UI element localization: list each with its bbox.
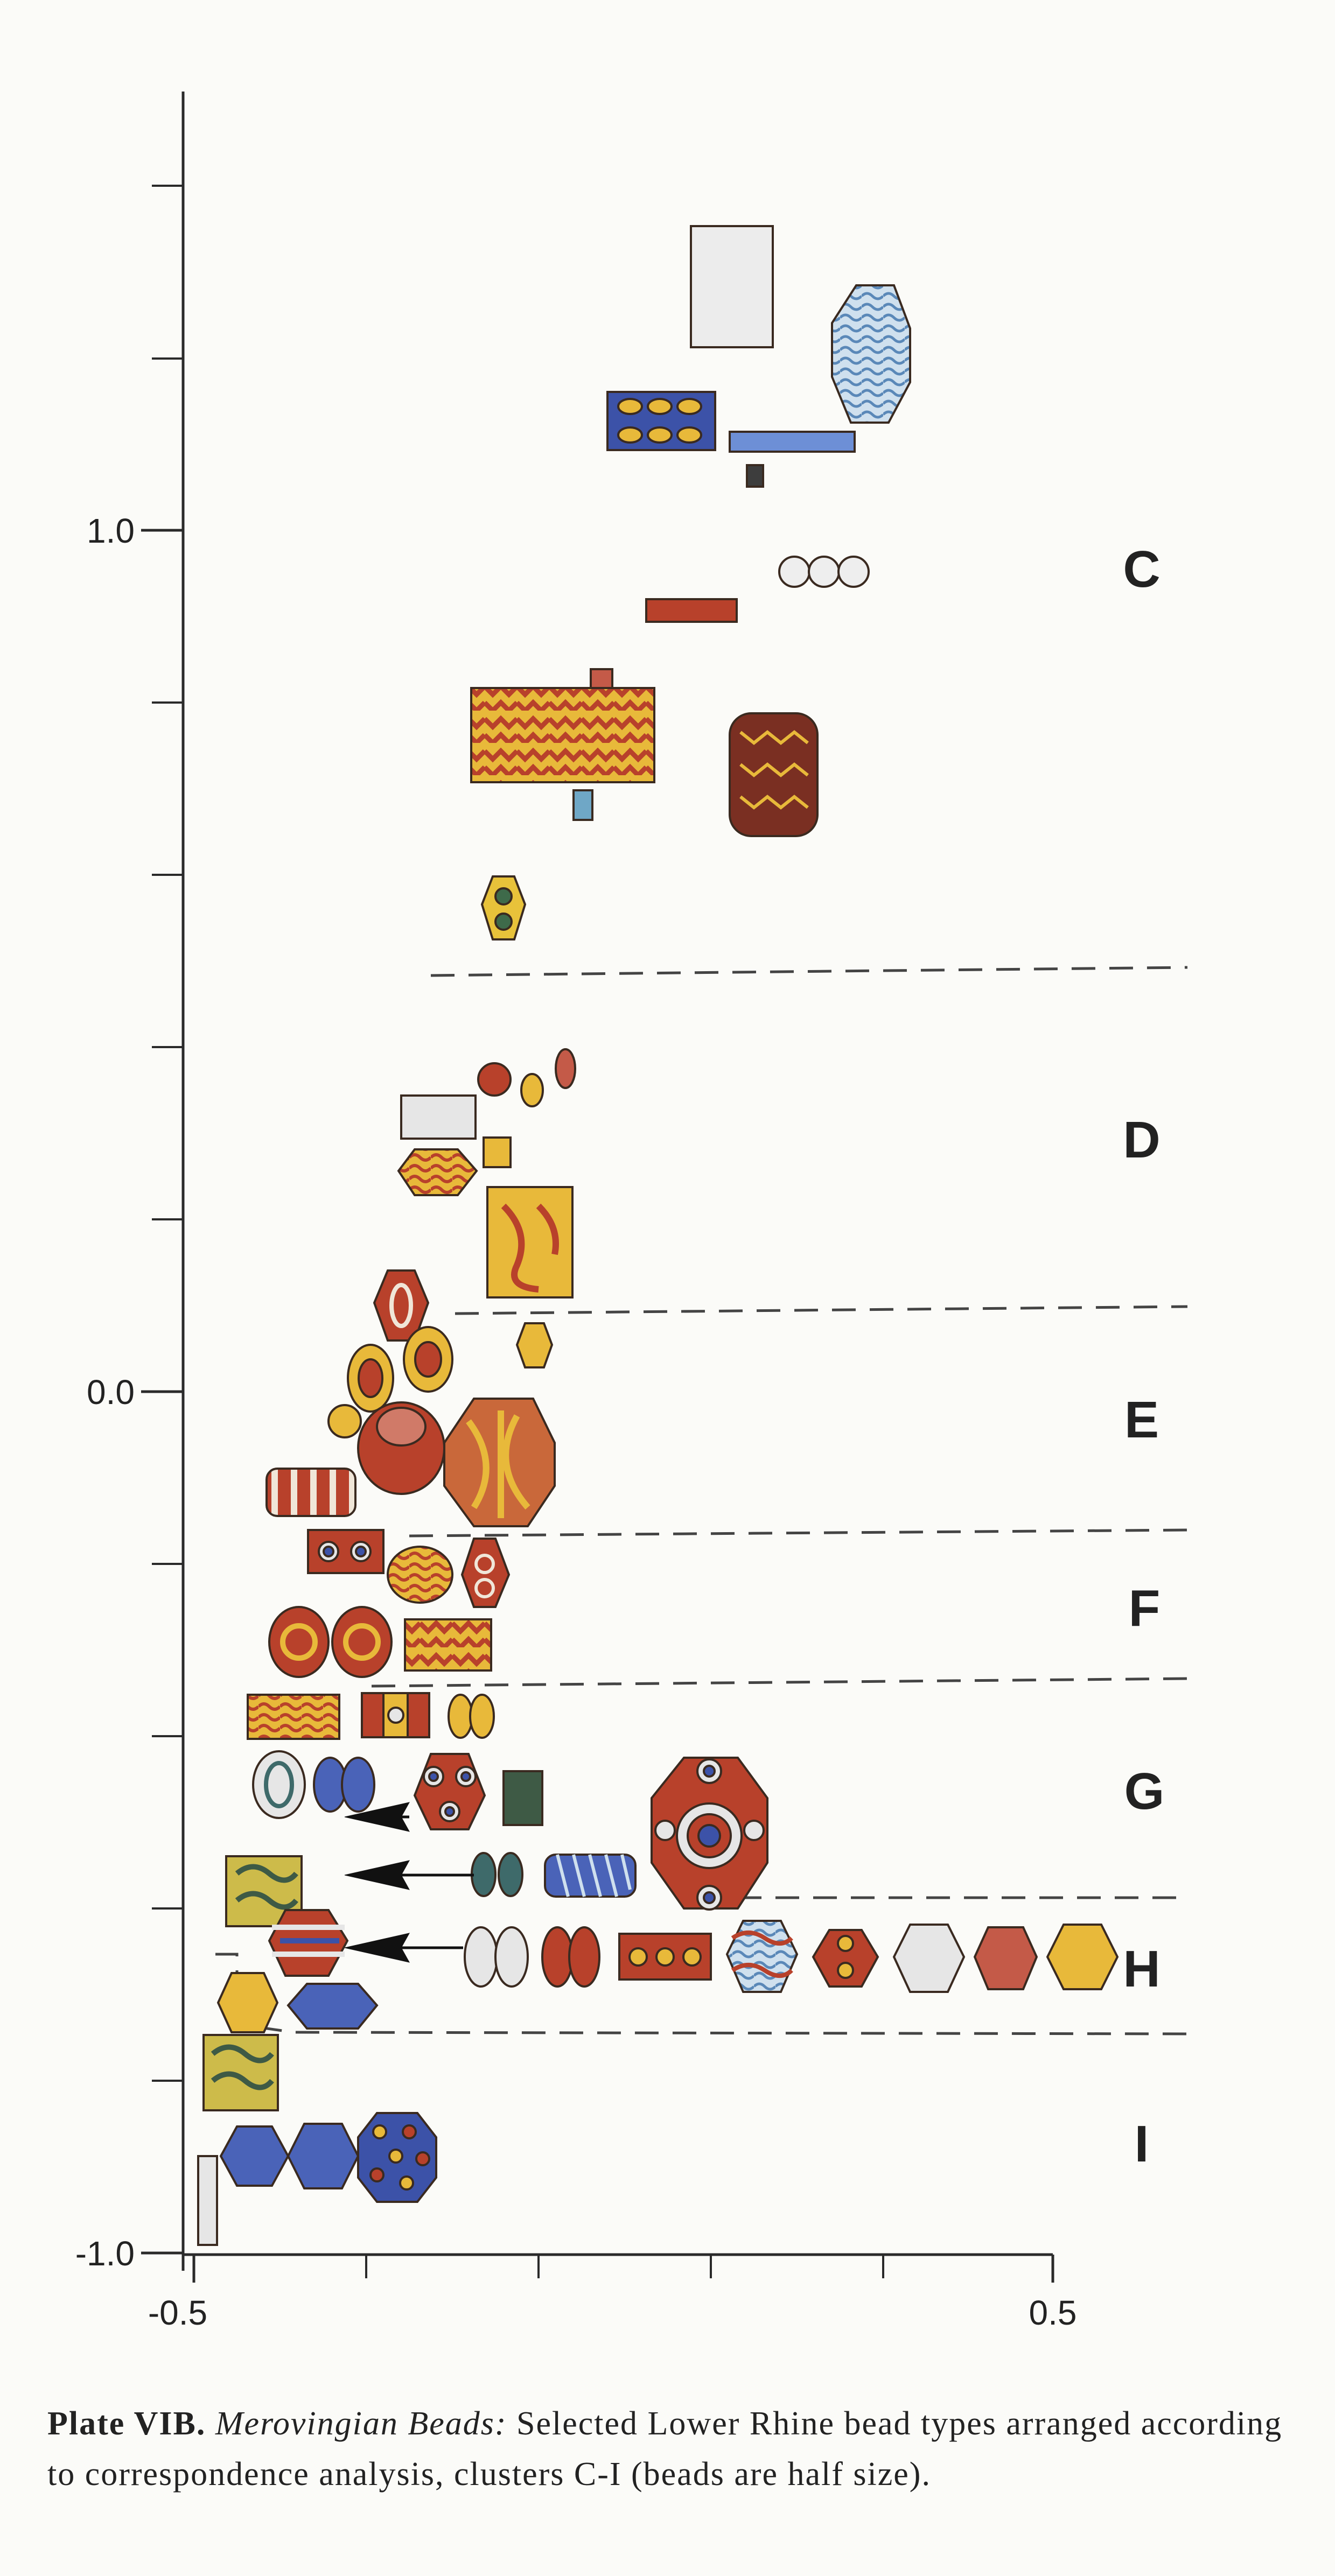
bead-red-yellow-eye-barrel xyxy=(268,1606,330,1678)
bead-red-small-round xyxy=(477,1062,512,1097)
bead-yellow-segmented xyxy=(448,1694,473,1739)
bead-blue-rod xyxy=(729,431,856,453)
bead-white-segmented xyxy=(778,556,810,588)
bead-red-yellow-eye-barrel xyxy=(331,1606,393,1678)
cluster-label-h: H xyxy=(1123,1940,1160,1998)
bead-white-cylinder-small xyxy=(400,1094,477,1140)
bead-dark-small xyxy=(746,464,764,488)
bead-yellow-hex-small xyxy=(515,1322,554,1368)
separator-c-d xyxy=(430,966,1188,977)
bead-red-white-stripe-cylinder xyxy=(265,1468,357,1517)
beads-cluster-d xyxy=(397,1048,576,1298)
bead-yellow-red-wavy-barrel xyxy=(387,1546,453,1604)
bead-zigzag-cylinder-small xyxy=(404,1618,492,1672)
bead-white-tall-small xyxy=(197,2155,218,2246)
x-axis: -0.5 0.5 xyxy=(148,2253,1077,2332)
bead-blue-hex-medium xyxy=(286,1983,379,2030)
cluster-label-c: C xyxy=(1123,541,1160,598)
bead-yellow-small-square xyxy=(483,1136,512,1168)
bead-blue-hex-i1 xyxy=(219,2125,290,2187)
bead-zigzag-cylinder xyxy=(470,687,655,783)
bead-yellow-red-swirl-cylinder xyxy=(486,1186,574,1298)
cluster-label-e: E xyxy=(1124,1391,1159,1449)
y-tick-label: -1.0 xyxy=(75,2234,135,2273)
bead-white-hex xyxy=(892,1924,966,1993)
x-tick-label: 0.5 xyxy=(1029,2293,1077,2332)
correspondence-plot: 1.0 0.0 -1.0 -0.5 0.5 C D E F G H I xyxy=(75,92,1188,2332)
bead-red-hex xyxy=(973,1926,1038,1990)
bead-red-yellow-pattern-cylinder xyxy=(247,1694,340,1740)
bead-red-small-oval xyxy=(555,1048,576,1089)
bead-white-segmented-h xyxy=(464,1926,498,1988)
bead-white-green-eye-oval xyxy=(252,1750,306,1819)
cluster-label-d: D xyxy=(1123,1111,1160,1169)
bead-yellow-wavy-hexagonal xyxy=(397,1148,478,1196)
bead-yellow-small-oval xyxy=(520,1073,544,1107)
bead-yellow-hex-medium xyxy=(216,1972,279,2033)
bead-blue-small xyxy=(572,789,593,821)
separator-d-e xyxy=(455,1305,1188,1315)
bead-yellow-small-round xyxy=(327,1404,362,1438)
beads-cluster-f xyxy=(268,1529,511,1678)
bead-blue-red-wave-hex xyxy=(725,1920,799,1993)
cluster-label-f: F xyxy=(1129,1580,1161,1637)
beads-cluster-c xyxy=(470,225,911,940)
separator-e-f xyxy=(409,1528,1188,1538)
plate-caption: Plate VIB. Merovingian Beads: Selected L… xyxy=(47,2398,1286,2500)
y-axis: 1.0 0.0 -1.0 xyxy=(75,92,185,2273)
y-tick-label: 1.0 xyxy=(87,511,135,550)
bead-green-segmented xyxy=(471,1852,497,1897)
bead-amber-hex xyxy=(1046,1924,1119,1990)
cluster-label-g: G xyxy=(1124,1763,1165,1820)
bead-red-rod xyxy=(645,598,738,623)
bead-blue-wave-hexagonal xyxy=(831,284,911,424)
bead-green-small-cylinder xyxy=(502,1770,543,1826)
beads-cluster-g xyxy=(225,1692,768,1927)
caption-plate-number: Plate VIB. xyxy=(47,2405,206,2442)
beads-cluster-h xyxy=(216,1909,1119,2033)
beads-cluster-i xyxy=(197,2034,437,2246)
x-tick-label: -0.5 xyxy=(148,2293,207,2332)
y-tick-label: 0.0 xyxy=(87,1373,135,1412)
arrows xyxy=(344,1802,474,1963)
cluster-label-i: I xyxy=(1135,2115,1149,2173)
bead-white-cylinder xyxy=(690,225,774,348)
bead-red-segmented-h xyxy=(541,1926,574,1988)
separator-f-g xyxy=(371,1677,1188,1688)
beads-cluster-e xyxy=(265,1269,556,1527)
caption-text: Selected Lower Rhine bead types arranged… xyxy=(47,2405,1283,2493)
caption-title: Merovingian Beads: xyxy=(215,2405,507,2442)
bead-brown-herringbone-barrel xyxy=(729,712,819,837)
bead-red-yellow-dot-hex xyxy=(812,1929,879,1988)
bead-yellow-green-barrel xyxy=(480,875,527,940)
bead-blue-hex-i2 xyxy=(286,2123,360,2189)
bead-yellow-green-wavy-tall xyxy=(202,2034,279,2111)
